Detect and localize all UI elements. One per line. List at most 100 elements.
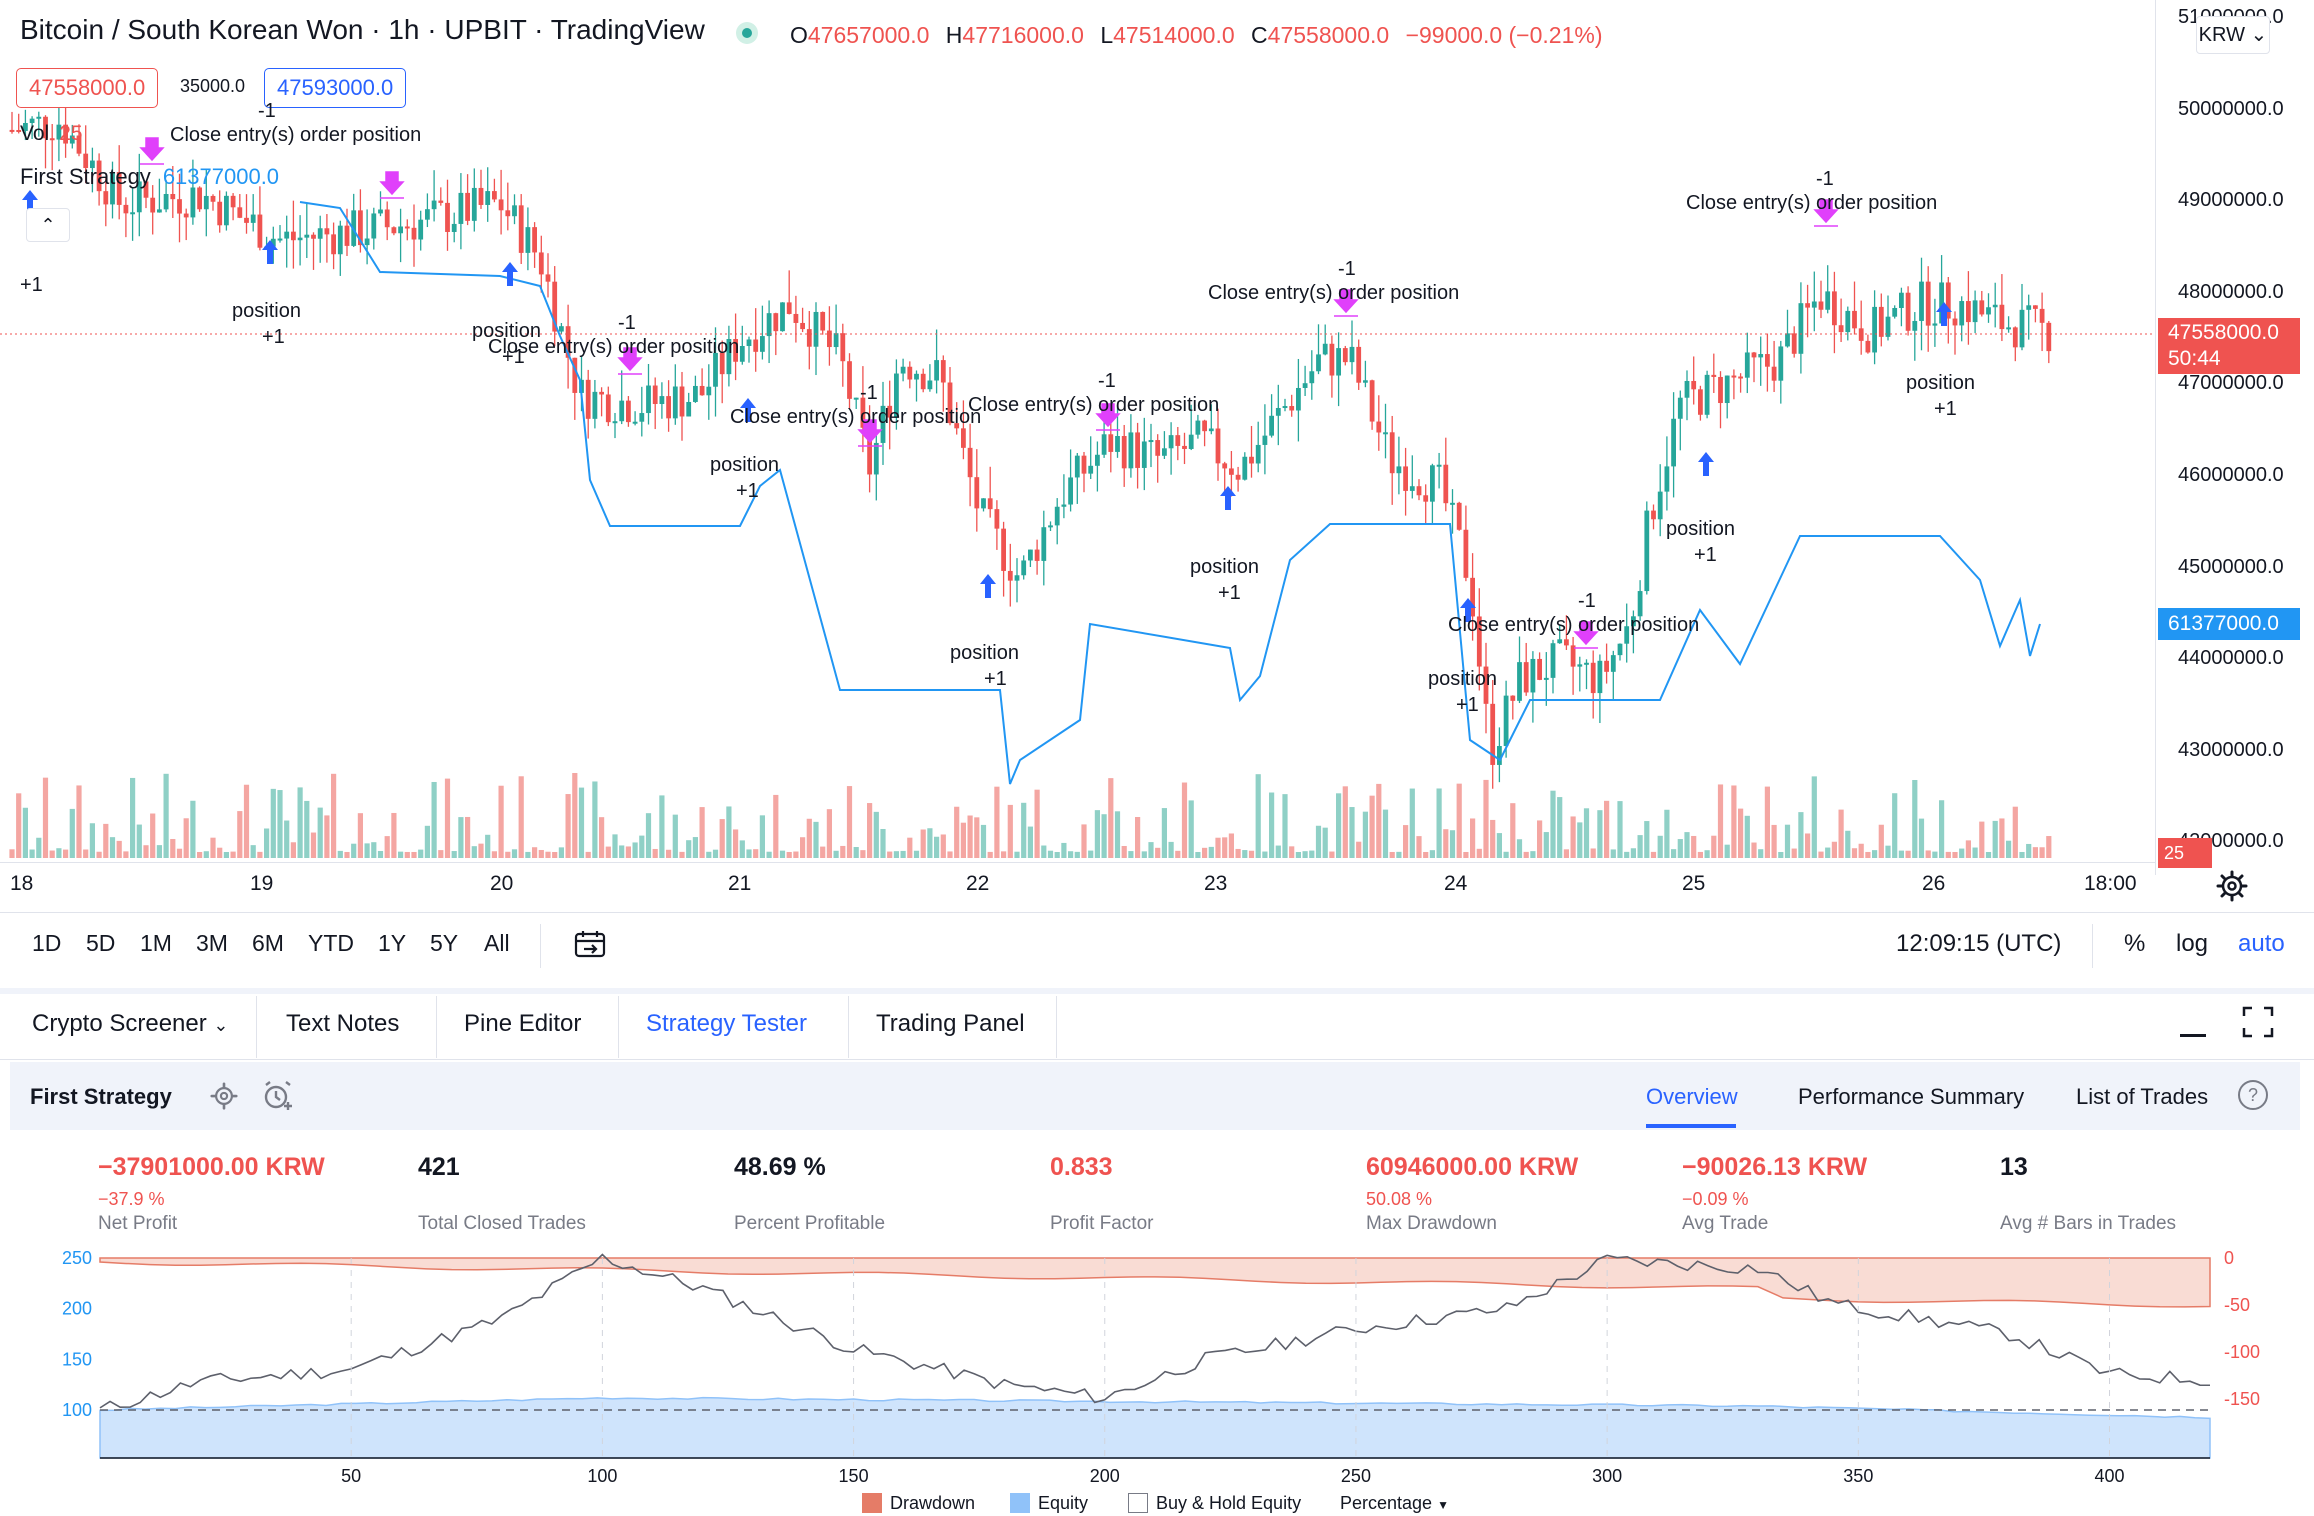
candle-body xyxy=(1483,666,1489,704)
minimize-icon[interactable] xyxy=(2180,1034,2206,1037)
candle-body xyxy=(1711,374,1717,377)
volume-bar xyxy=(1530,851,1536,858)
gear-icon[interactable] xyxy=(2216,870,2248,902)
candle-body xyxy=(1899,292,1904,308)
volume-bar xyxy=(1845,830,1851,858)
volume-bar xyxy=(867,803,873,858)
candle-body xyxy=(840,333,846,362)
volume-bar xyxy=(1939,800,1945,858)
volume-bar xyxy=(853,847,859,858)
help-icon[interactable]: ? xyxy=(2238,1080,2268,1110)
sell-button[interactable]: 47558000.0 xyxy=(16,68,159,108)
volume-bar xyxy=(1516,839,1523,858)
candle-body xyxy=(934,360,939,381)
percentage-select[interactable]: Percentage ▼ xyxy=(1340,1493,1449,1513)
candle-body xyxy=(103,191,109,205)
range-button-1y[interactable]: 1Y xyxy=(378,930,407,956)
volume-bar xyxy=(625,846,631,858)
candle-body xyxy=(1476,616,1482,667)
currency-select[interactable]: KRW ⌄ xyxy=(2196,16,2270,54)
equity-area xyxy=(99,1396,2211,1459)
tab-crypto-screener[interactable]: Crypto Screener ⌄ xyxy=(32,1010,229,1037)
volume-bar xyxy=(826,809,832,858)
candle-body xyxy=(646,385,651,414)
legend-drawdown[interactable]: Drawdown xyxy=(862,1493,975,1514)
volume-bar xyxy=(565,794,571,858)
add-alert-icon[interactable] xyxy=(262,1080,294,1112)
tab-performance-summary[interactable]: Performance Summary xyxy=(1798,1084,2025,1109)
legend-buy-hold[interactable]: Buy & Hold Equity xyxy=(1128,1493,1301,1514)
volume-bar xyxy=(1697,851,1703,858)
volume-bar xyxy=(739,840,745,858)
range-button-ytd[interactable]: YTD xyxy=(308,930,354,956)
utc-clock[interactable]: 12:09:15 (UTC) xyxy=(1896,930,2062,957)
range-button-5y[interactable]: 5Y xyxy=(430,930,459,956)
volume-bar xyxy=(954,806,960,858)
tab-trading-panel[interactable]: Trading Panel xyxy=(876,1010,1025,1037)
volume-bar xyxy=(1228,833,1234,858)
candle-body xyxy=(1215,428,1221,464)
tab-text-notes[interactable]: Text Notes xyxy=(286,1010,400,1037)
buy-button[interactable]: 47593000.0 xyxy=(264,68,407,108)
range-button-5d[interactable]: 5D xyxy=(86,930,116,956)
candle-body xyxy=(404,226,410,229)
log-toggle[interactable]: log xyxy=(2176,930,2209,957)
candle-body xyxy=(994,509,1000,529)
range-button-1m[interactable]: 1M xyxy=(140,930,172,956)
trade-annotation: -1 xyxy=(1098,370,1116,392)
strategy-settings-icon[interactable] xyxy=(210,1082,238,1110)
volume-bar xyxy=(1778,851,1784,858)
volume-bar xyxy=(398,851,404,858)
tab-strategy-tester[interactable]: Strategy Tester xyxy=(646,1010,807,1037)
trade-annotation: +1 xyxy=(1694,544,1717,566)
volume-bar xyxy=(1362,811,1368,858)
volume-legend[interactable]: Vol 25 xyxy=(20,122,83,145)
volume-bar xyxy=(1262,851,1268,858)
go-to-date-icon[interactable] xyxy=(574,930,608,960)
volume-bar xyxy=(1624,851,1630,858)
time-axis[interactable] xyxy=(0,862,2155,910)
candle-body xyxy=(36,116,42,119)
volume-bar xyxy=(1021,802,1027,858)
volume-bar xyxy=(1403,825,1409,858)
collapse-legend-button[interactable]: ⌃ xyxy=(26,208,70,242)
tab-list-of-trades[interactable]: List of Trades xyxy=(2076,1084,2209,1109)
volume-bar xyxy=(1959,848,1965,858)
candle-body xyxy=(1061,504,1067,507)
range-button-all[interactable]: All xyxy=(484,930,510,956)
volume-bar xyxy=(1872,850,1878,858)
volume-bar xyxy=(9,849,15,858)
equity-chart[interactable]: 50 100 150 200 250 300 350 400 250 200 150 100 0 -50 -… xyxy=(0,1248,2314,1484)
range-button-3m[interactable]: 3M xyxy=(196,930,228,956)
volume-bar xyxy=(558,847,564,858)
maximize-icon[interactable] xyxy=(2242,1006,2274,1038)
strategy-legend[interactable]: First Strategy 61377000.0 xyxy=(20,164,280,189)
legend-equity[interactable]: Equity xyxy=(1010,1493,1088,1514)
sell-arrow-icon xyxy=(617,347,643,375)
price-tick: 46000000.0 xyxy=(2178,464,2284,486)
price-axis[interactable] xyxy=(2155,0,2314,875)
candle-body xyxy=(1731,375,1737,378)
buy-arrow-icon xyxy=(502,262,518,286)
volume-bar xyxy=(230,851,236,858)
buy-hold-swatch xyxy=(1128,1493,1148,1513)
range-button-6m[interactable]: 6M xyxy=(252,930,284,956)
volume-bar xyxy=(1784,824,1791,858)
candle-body xyxy=(1992,304,1998,308)
volume-bar xyxy=(109,837,116,858)
candle-body xyxy=(853,397,859,400)
tab-pine-editor[interactable]: Pine Editor xyxy=(464,1010,582,1037)
auto-toggle[interactable]: auto xyxy=(2238,930,2285,957)
candle-body xyxy=(1945,282,1951,319)
price-chart[interactable] xyxy=(0,0,2155,862)
metric-label: Net Profit xyxy=(98,1213,178,1234)
candle-body xyxy=(76,135,82,154)
candle-body xyxy=(1135,432,1140,468)
candle-body xyxy=(1604,660,1609,672)
range-button-1d[interactable]: 1D xyxy=(32,930,62,956)
percent-toggle[interactable]: % xyxy=(2124,930,2146,957)
candle-body xyxy=(1208,428,1214,432)
tab-overview[interactable]: Overview xyxy=(1646,1084,1738,1109)
candle-body xyxy=(920,373,926,390)
candle-body xyxy=(1791,333,1797,354)
